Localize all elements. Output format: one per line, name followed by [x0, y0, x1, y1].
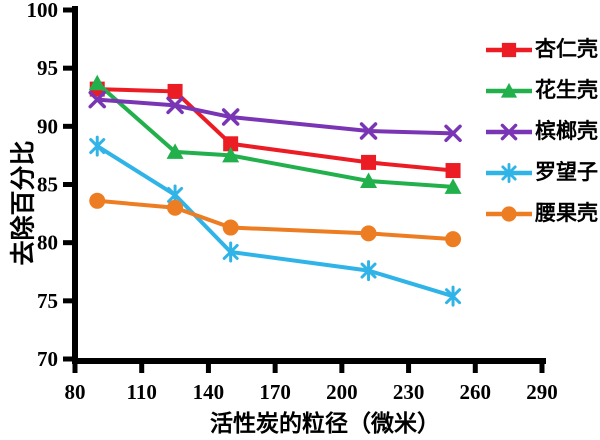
y-tick-label: 95: [37, 56, 58, 80]
y-tick-label: 100: [27, 0, 59, 22]
x-tick-label: 230: [393, 380, 425, 404]
legend-item-cashew-shell: 腰果壳: [486, 193, 598, 234]
y-tick-label: 85: [37, 173, 58, 197]
legend-label: 花生壳: [535, 78, 598, 102]
legend-marker-triangle-icon: [486, 82, 532, 98]
y-tick-label: 75: [37, 289, 58, 313]
y-tick-label: 80: [37, 231, 58, 255]
chart-generated-content: 100 95 90 85 80 75 70 80 110 140 170 200 230 260 290: [27, 0, 558, 404]
series-3: [89, 135, 462, 307]
y-tick-label: 90: [37, 114, 58, 138]
series-2: [88, 90, 462, 143]
x-tick-label: 290: [526, 380, 558, 404]
legend-label: 腰果壳: [535, 201, 598, 225]
legend-item-peanut-shell: 花生壳: [486, 70, 598, 111]
legend-label: 杏仁壳: [535, 37, 598, 61]
legend-label: 槟榔壳: [535, 119, 598, 143]
legend-marker-circle-icon: [486, 205, 532, 222]
x-tick-label: 110: [127, 380, 157, 404]
series-line: [97, 198, 454, 242]
x-tick-label: 80: [65, 380, 86, 404]
legend-marker-square-icon: [486, 42, 532, 57]
legend-marker-x-icon: [486, 123, 532, 140]
series-line: [96, 144, 454, 299]
legend-item-tamarind: 罗望子: [486, 152, 598, 193]
legend-marker-asterisk-icon: [486, 162, 532, 183]
x-tick-label: 170: [259, 380, 291, 404]
y-axis-title: 去除百分比: [9, 140, 38, 265]
legend-label: 罗望子: [535, 160, 598, 184]
x-axis-title: 活性炭的粒径（微米）: [210, 410, 440, 437]
series-line: [95, 81, 454, 189]
x-tick-label: 260: [460, 380, 492, 404]
x-tick-label: 200: [326, 380, 358, 404]
legend: 杏仁壳 花生壳 槟榔壳 罗望子 腰果壳: [486, 29, 598, 234]
series-0: [89, 81, 461, 179]
legend-item-betel-nut-shell: 槟榔壳: [486, 111, 598, 152]
series-1: [88, 74, 462, 194]
legend-item-almond-shell: 杏仁壳: [486, 29, 598, 70]
y-tick-label: 70: [37, 347, 58, 371]
x-tick-label: 140: [193, 380, 225, 404]
series-4: [89, 192, 462, 248]
